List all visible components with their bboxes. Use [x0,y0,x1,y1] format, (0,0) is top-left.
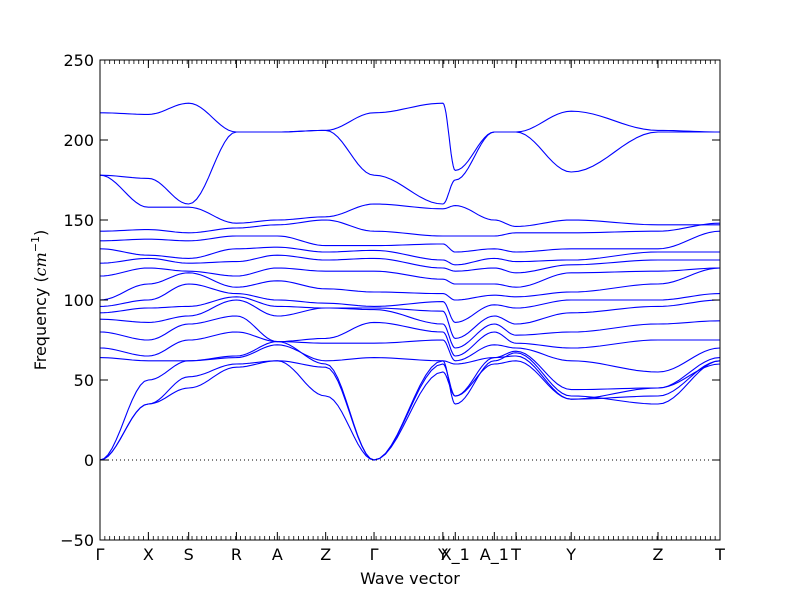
band-line [99,267,721,288]
y-axis-unit-exponent: −1 [29,236,42,252]
x-axis-title: Wave vector [360,569,460,588]
y-axis-unit: cm [31,252,50,276]
high-symmetry-point-label: Γ [370,545,379,564]
band-lines [99,102,721,461]
high-symmetry-point-label: S [184,545,194,564]
y-tick-label: 250 [63,51,94,70]
y-axis-title: Frequency (cm−1) [29,230,50,371]
band-line [99,129,720,205]
band-line [99,283,721,323]
band-line [100,102,720,172]
band-line [99,296,721,339]
band-line [99,174,720,227]
high-symmetry-point-label: T [714,545,725,564]
y-tick-label: 0 [84,451,94,470]
band-line [99,355,721,461]
high-symmetry-point-label: Z [320,545,331,564]
high-symmetry-point-label: A_1 [480,545,509,565]
high-symmetry-point-label: X_1 [441,545,470,565]
high-symmetry-point-label: Z [653,545,664,564]
band-line [99,267,721,301]
band-line [99,331,721,373]
band-line [99,254,720,274]
band-line [99,315,720,357]
y-axis-title-close-paren: ) [31,230,50,236]
band-line [99,246,720,266]
band-line [100,230,721,253]
high-symmetry-point-label: A [272,545,283,564]
high-symmetry-point-label: Γ [96,545,105,564]
high-symmetry-point-label: T [510,545,521,564]
y-tick-label: 200 [63,131,94,150]
high-symmetry-point-label: Y [565,545,576,564]
y-axis-title-text: Frequency [31,288,50,371]
band-line [100,219,721,237]
y-tick-label: 50 [74,371,94,390]
y-axis-ticks: 250 200 150 100 50 0 −50 [60,51,720,550]
y-axis-title-open-paren: ( [31,276,50,287]
band-line [99,344,721,391]
band-line [99,299,721,349]
y-tick-label: 100 [63,291,94,310]
high-symmetry-point-label: Y [437,545,448,564]
high-symmetry-point-label: X [143,545,154,564]
minor-x-ticks [99,60,721,540]
y-tick-label: 150 [63,211,94,230]
x-axis-high-symmetry-labels: Γ X S R A Z Γ YX_1 A_1 T Y Z T [96,60,725,565]
high-symmetry-point-label: R [231,545,242,564]
y-tick-label: −50 [60,531,94,550]
band-line [99,360,721,461]
